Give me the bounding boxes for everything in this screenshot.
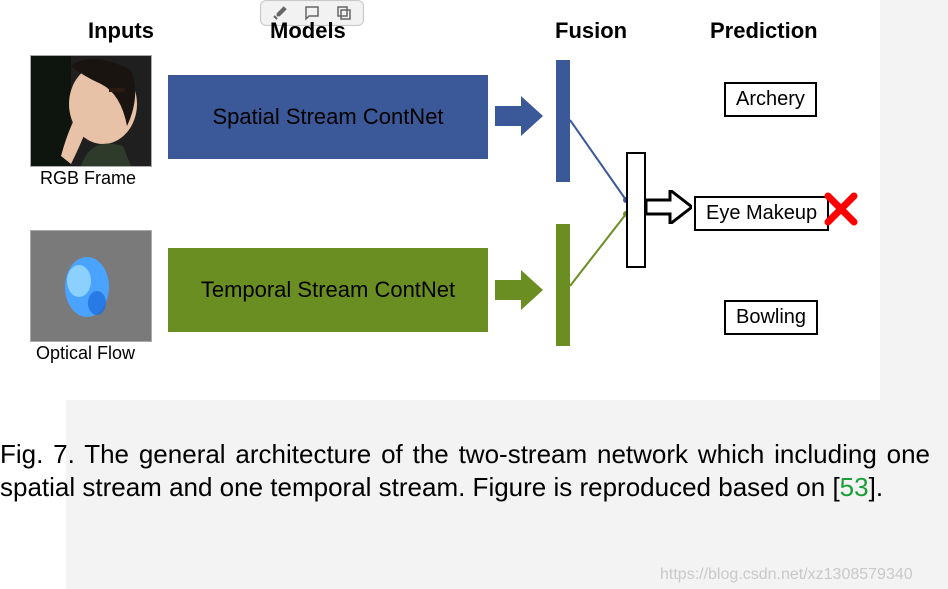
- arrow-to-prediction: [646, 190, 692, 224]
- watermark: https://blog.csdn.net/xz1308579340: [660, 566, 913, 584]
- figure-caption: Fig. 7. The general architecture of the …: [0, 438, 930, 505]
- prediction-bowling: Bowling: [724, 300, 818, 335]
- x-mark-icon: [824, 192, 858, 226]
- fusion-combined-bar: [626, 152, 646, 268]
- prediction-archery: Archery: [724, 82, 817, 117]
- prediction-eye-makeup: Eye Makeup: [694, 196, 829, 231]
- caption-suffix: ].: [869, 472, 883, 502]
- caption-prefix: Fig. 7. The general architecture of the …: [0, 439, 930, 502]
- caption-cite: 53: [840, 472, 869, 502]
